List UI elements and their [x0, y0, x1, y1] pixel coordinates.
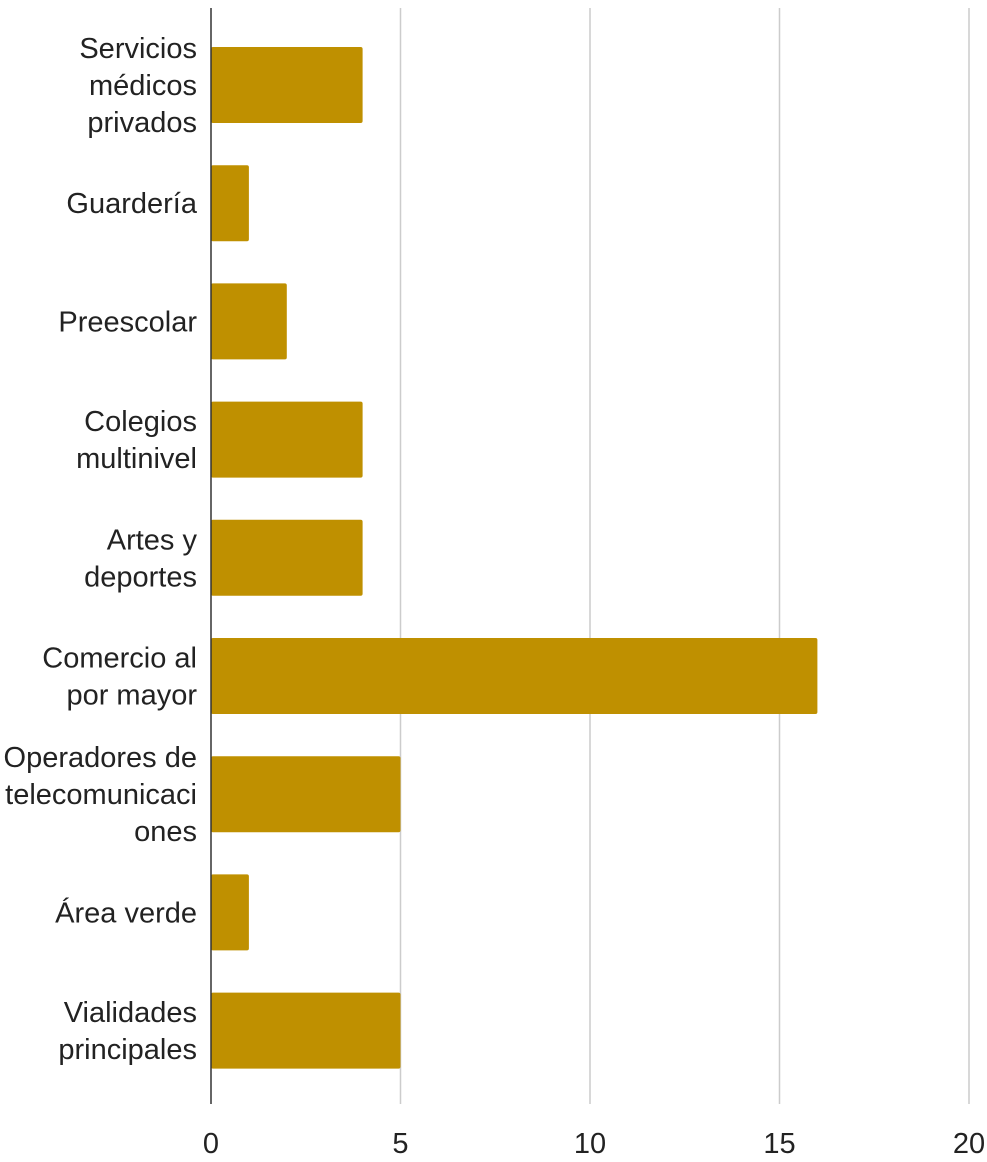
category-label-line: Comercio al [42, 643, 197, 675]
bars [211, 47, 818, 1069]
x-tick-label: 10 [574, 1128, 606, 1160]
bar [211, 47, 363, 123]
category-label: Guardería [66, 188, 197, 220]
category-label: Operadores de telecomunicaci ones [4, 742, 197, 848]
category-label: Comercio al por mayor [42, 643, 197, 712]
bar [211, 401, 363, 478]
x-tick-label: 5 [392, 1128, 408, 1160]
category-label-line: telecomunicaci [5, 779, 197, 811]
bar [211, 638, 818, 714]
bar [211, 165, 249, 242]
category-labels: Servicios médicos privados Guardería Preesco… [4, 33, 198, 1066]
category-label: Artes y deportes [84, 524, 197, 593]
category-label-line: privados [87, 107, 197, 139]
category-label-line: médicos [89, 70, 197, 102]
bar [211, 992, 401, 1069]
bar [211, 756, 401, 833]
category-label-line: Operadores de [4, 742, 197, 774]
category-label-line: Colegios [84, 406, 197, 438]
category-label-line: Guardería [66, 188, 197, 220]
category-label: Servicios médicos privados [79, 33, 197, 139]
grid-lines [399, 8, 970, 1104]
category-label-line: deportes [84, 561, 197, 593]
category-label-line: Vialidades [64, 997, 197, 1029]
x-tick-labels: 0 5 10 15 20 [203, 1128, 985, 1160]
bar [211, 283, 287, 360]
category-label: Colegios multinivel [76, 406, 197, 475]
category-label-line: ones [134, 816, 197, 848]
x-tick-label: 0 [203, 1128, 219, 1160]
category-label-line: multinivel [76, 443, 197, 475]
bar [211, 874, 249, 951]
category-label-line: Artes y [107, 524, 198, 556]
x-tick-label: 15 [763, 1128, 795, 1160]
category-label-line: Área verde [55, 896, 197, 929]
category-label-line: por mayor [66, 680, 197, 712]
category-label-line: principales [58, 1034, 197, 1066]
category-label: Preescolar [58, 306, 197, 338]
x-tick-label: 20 [953, 1128, 985, 1160]
category-label-line: Preescolar [58, 306, 197, 338]
category-label: Área verde [55, 896, 197, 929]
category-label: Vialidades principales [58, 997, 197, 1066]
bar [211, 519, 363, 596]
category-label-line: Servicios [79, 33, 197, 65]
